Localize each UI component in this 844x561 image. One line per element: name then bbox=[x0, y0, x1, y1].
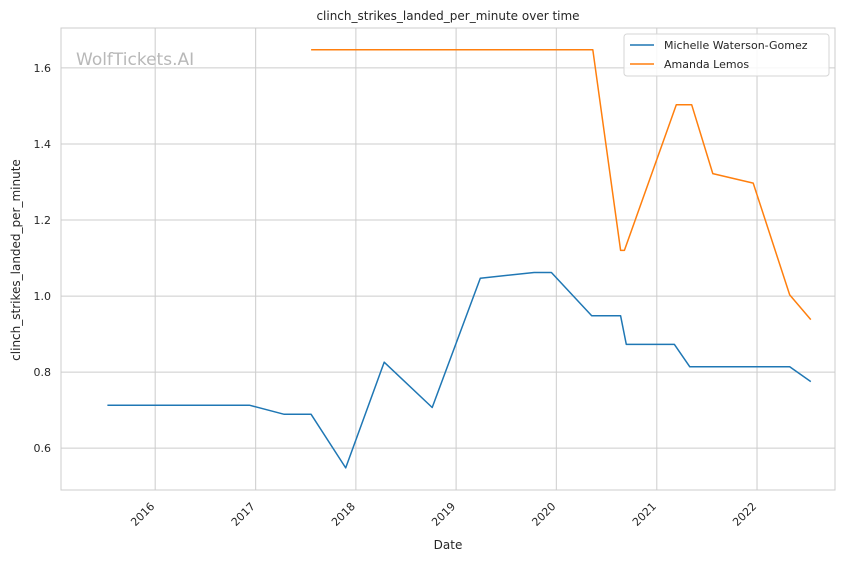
y-axis-label: clinch_strikes_landed_per_minute bbox=[9, 159, 23, 361]
y-tick-label: 1.2 bbox=[34, 214, 52, 227]
series-line-amanda-lemos bbox=[311, 48, 812, 321]
y-tick-label: 0.6 bbox=[34, 442, 52, 455]
y-axis-ticks: 0.6 0.8 1.0 1.2 1.4 1.6 bbox=[34, 62, 52, 455]
watermark-text: WolfTickets.AI bbox=[76, 50, 194, 70]
series-layer bbox=[107, 48, 812, 469]
series-line-michelle-waterson-gomez bbox=[107, 271, 812, 469]
y-tick-label: 1.0 bbox=[34, 290, 52, 303]
x-axis-label: Date bbox=[434, 538, 463, 552]
legend-label-amanda-lemos: Amanda Lemos bbox=[664, 58, 749, 71]
y-tick-label: 1.4 bbox=[34, 138, 52, 151]
legend: Michelle Waterson-Gomez Amanda Lemos bbox=[623, 33, 830, 77]
plot-border bbox=[60, 27, 836, 491]
chart-title: clinch_strikes_landed_per_minute over ti… bbox=[316, 9, 579, 23]
legend-label-michelle-waterson-gomez: Michelle Waterson-Gomez bbox=[664, 39, 808, 52]
plot-area bbox=[60, 27, 836, 491]
legend-box bbox=[623, 33, 830, 77]
y-tick-label: 1.6 bbox=[34, 62, 52, 75]
y-tick-label: 0.8 bbox=[34, 366, 52, 379]
